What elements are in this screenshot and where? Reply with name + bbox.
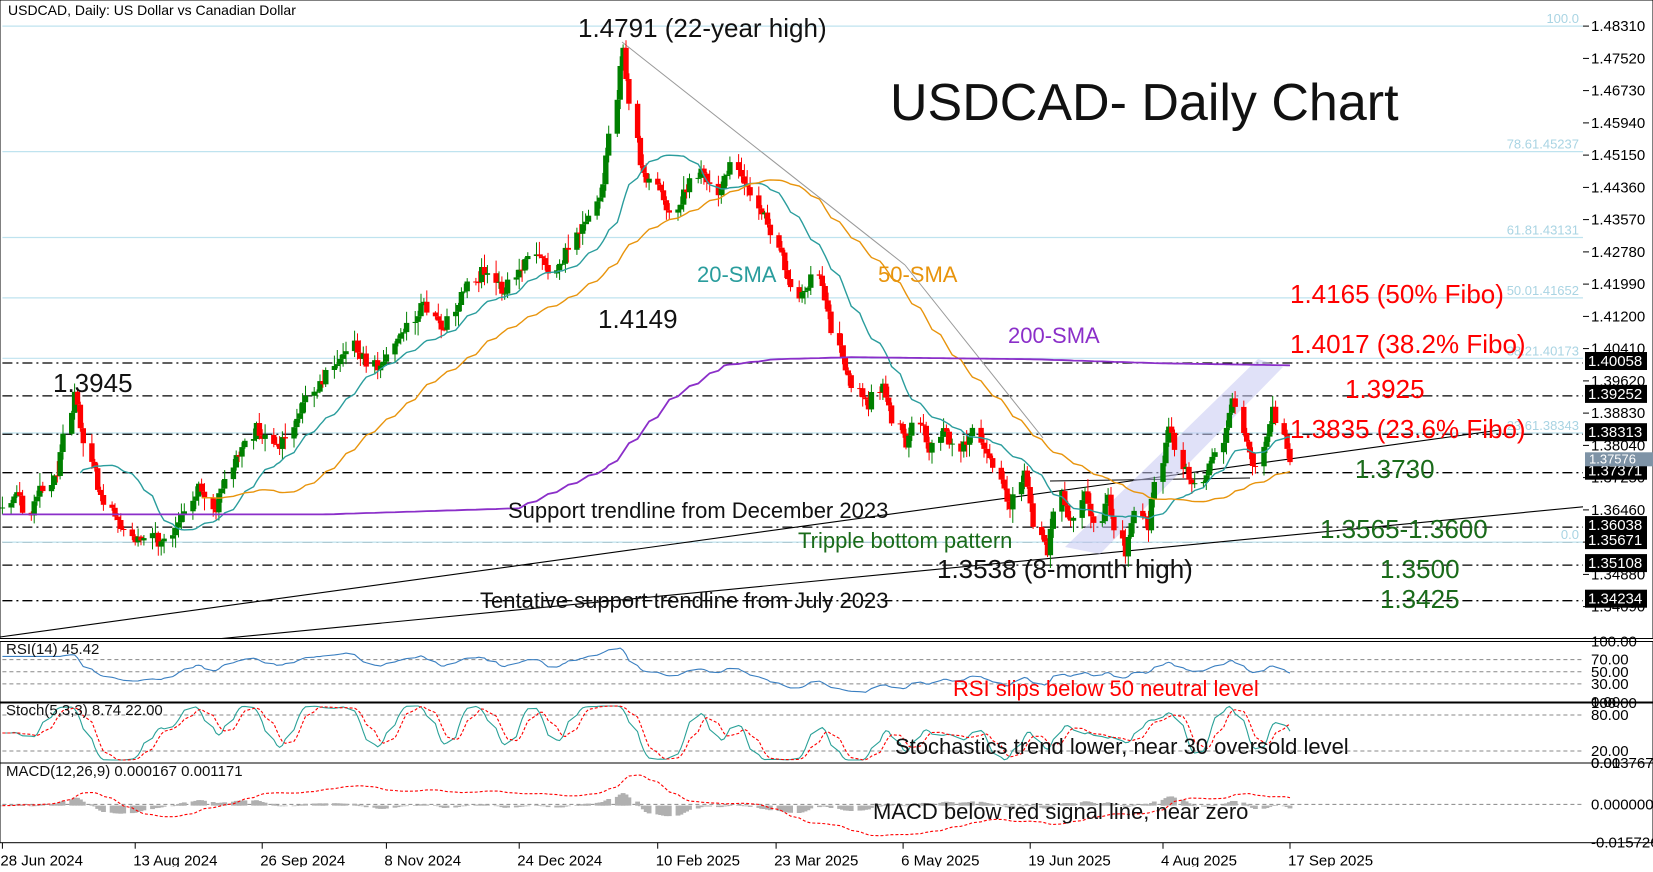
svg-text:19 Jun 2025: 19 Jun 2025 [1028, 853, 1111, 867]
svg-text:80.00: 80.00 [1591, 707, 1629, 724]
svg-text:200-SMA: 200-SMA [1008, 323, 1100, 348]
svg-text:17 Sep 2025: 17 Sep 2025 [1288, 853, 1373, 867]
svg-text:26 Sep 2024: 26 Sep 2024 [260, 853, 345, 867]
svg-text:1.38830: 1.38830 [1591, 405, 1645, 422]
svg-text:-0.015726: -0.015726 [1591, 835, 1653, 852]
svg-text:USDCAD, Daily: US Dollar vs C: USDCAD, Daily: US Dollar vs Canadian Dol… [8, 2, 296, 18]
svg-text:1.41200: 1.41200 [1591, 308, 1645, 325]
svg-text:0.000000: 0.000000 [1591, 796, 1653, 813]
svg-text:1.3425: 1.3425 [1380, 584, 1460, 614]
svg-text:1.41990: 1.41990 [1591, 276, 1645, 293]
svg-text:50.01.41652: 50.01.41652 [1507, 283, 1579, 298]
svg-text:1.48310: 1.48310 [1591, 18, 1645, 35]
svg-text:1.45150: 1.45150 [1591, 147, 1645, 164]
svg-text:1.3500: 1.3500 [1380, 554, 1460, 584]
svg-text:1.37576: 1.37576 [1589, 451, 1636, 466]
svg-text:1.39252: 1.39252 [1588, 386, 1642, 403]
svg-text:Stoch(5,3,3) 8.74 22.00: Stoch(5,3,3) 8.74 22.00 [6, 702, 163, 719]
svg-text:8 Nov 2024: 8 Nov 2024 [384, 853, 461, 867]
svg-text:4 Aug 2025: 4 Aug 2025 [1161, 853, 1237, 867]
svg-text:Tripple bottom pattern: Tripple bottom pattern [798, 528, 1012, 553]
svg-text:1.34234: 1.34234 [1588, 591, 1642, 608]
svg-text:24 Dec 2024: 24 Dec 2024 [517, 853, 602, 867]
svg-text:100.0: 100.0 [1546, 11, 1579, 26]
svg-text:1.44360: 1.44360 [1591, 179, 1645, 196]
svg-text:MACD below red signal line, ne: MACD below red signal line, near zero [873, 799, 1248, 824]
svg-text:1.3835 (23.6% Fibo): 1.3835 (23.6% Fibo) [1290, 414, 1526, 444]
svg-text:1.4017 (38.2% Fibo): 1.4017 (38.2% Fibo) [1290, 329, 1526, 359]
svg-text:1.38313: 1.38313 [1588, 424, 1642, 441]
svg-text:Tentative support trendline fr: Tentative support trendline from July 20… [480, 588, 888, 613]
svg-text:6 May 2025: 6 May 2025 [901, 853, 979, 867]
svg-text:20-SMA: 20-SMA [697, 262, 777, 287]
svg-text:50-SMA: 50-SMA [878, 262, 958, 287]
svg-text:23 Mar 2025: 23 Mar 2025 [774, 853, 858, 867]
svg-text:10 Feb 2025: 10 Feb 2025 [656, 853, 740, 867]
svg-text:28 Jun 2024: 28 Jun 2024 [0, 853, 83, 867]
svg-text:Support trendline from Decembe: Support trendline from December 2023 [508, 498, 888, 523]
svg-text:1.45940: 1.45940 [1591, 115, 1645, 132]
svg-text:RSI slips below 50 neutral lev: RSI slips below 50 neutral level [953, 676, 1259, 701]
svg-text:1.3730: 1.3730 [1355, 454, 1435, 484]
svg-text:1.35671: 1.35671 [1588, 532, 1642, 549]
svg-text:1.47520: 1.47520 [1591, 50, 1645, 67]
svg-text:1.46730: 1.46730 [1591, 83, 1645, 100]
svg-text:78.61.45237: 78.61.45237 [1507, 137, 1579, 152]
svg-text:1.3538 (8-month high): 1.3538 (8-month high) [937, 554, 1193, 584]
svg-text:1.43570: 1.43570 [1591, 212, 1645, 229]
svg-text:61.81.43131: 61.81.43131 [1507, 223, 1579, 238]
svg-text:MACD(12,26,9) 0.000167 0.00117: MACD(12,26,9) 0.000167 0.001171 [6, 763, 243, 780]
svg-text:1.4149: 1.4149 [598, 304, 678, 334]
svg-text:Stochastics trend lower, near: Stochastics trend lower, near 30 oversol… [895, 734, 1349, 759]
svg-text:0.0: 0.0 [1561, 527, 1579, 542]
svg-text:1.4791 (22-year high): 1.4791 (22-year high) [578, 13, 827, 43]
svg-text:1.40058: 1.40058 [1588, 353, 1642, 370]
svg-text:1.42780: 1.42780 [1591, 244, 1645, 261]
svg-text:1.3565-1.3600: 1.3565-1.3600 [1320, 514, 1488, 544]
svg-text:1.4165 (50% Fibo): 1.4165 (50% Fibo) [1290, 279, 1504, 309]
svg-text:13 Aug 2024: 13 Aug 2024 [133, 853, 217, 867]
svg-text:30.00: 30.00 [1591, 676, 1629, 693]
svg-text:1.35108: 1.35108 [1588, 555, 1642, 572]
svg-text:1.3925: 1.3925 [1345, 374, 1425, 404]
svg-text:1.3945: 1.3945 [53, 368, 133, 398]
svg-text:RSI(14) 45.42: RSI(14) 45.42 [6, 641, 99, 658]
svg-text:USDCAD- Daily Chart: USDCAD- Daily Chart [890, 74, 1399, 132]
